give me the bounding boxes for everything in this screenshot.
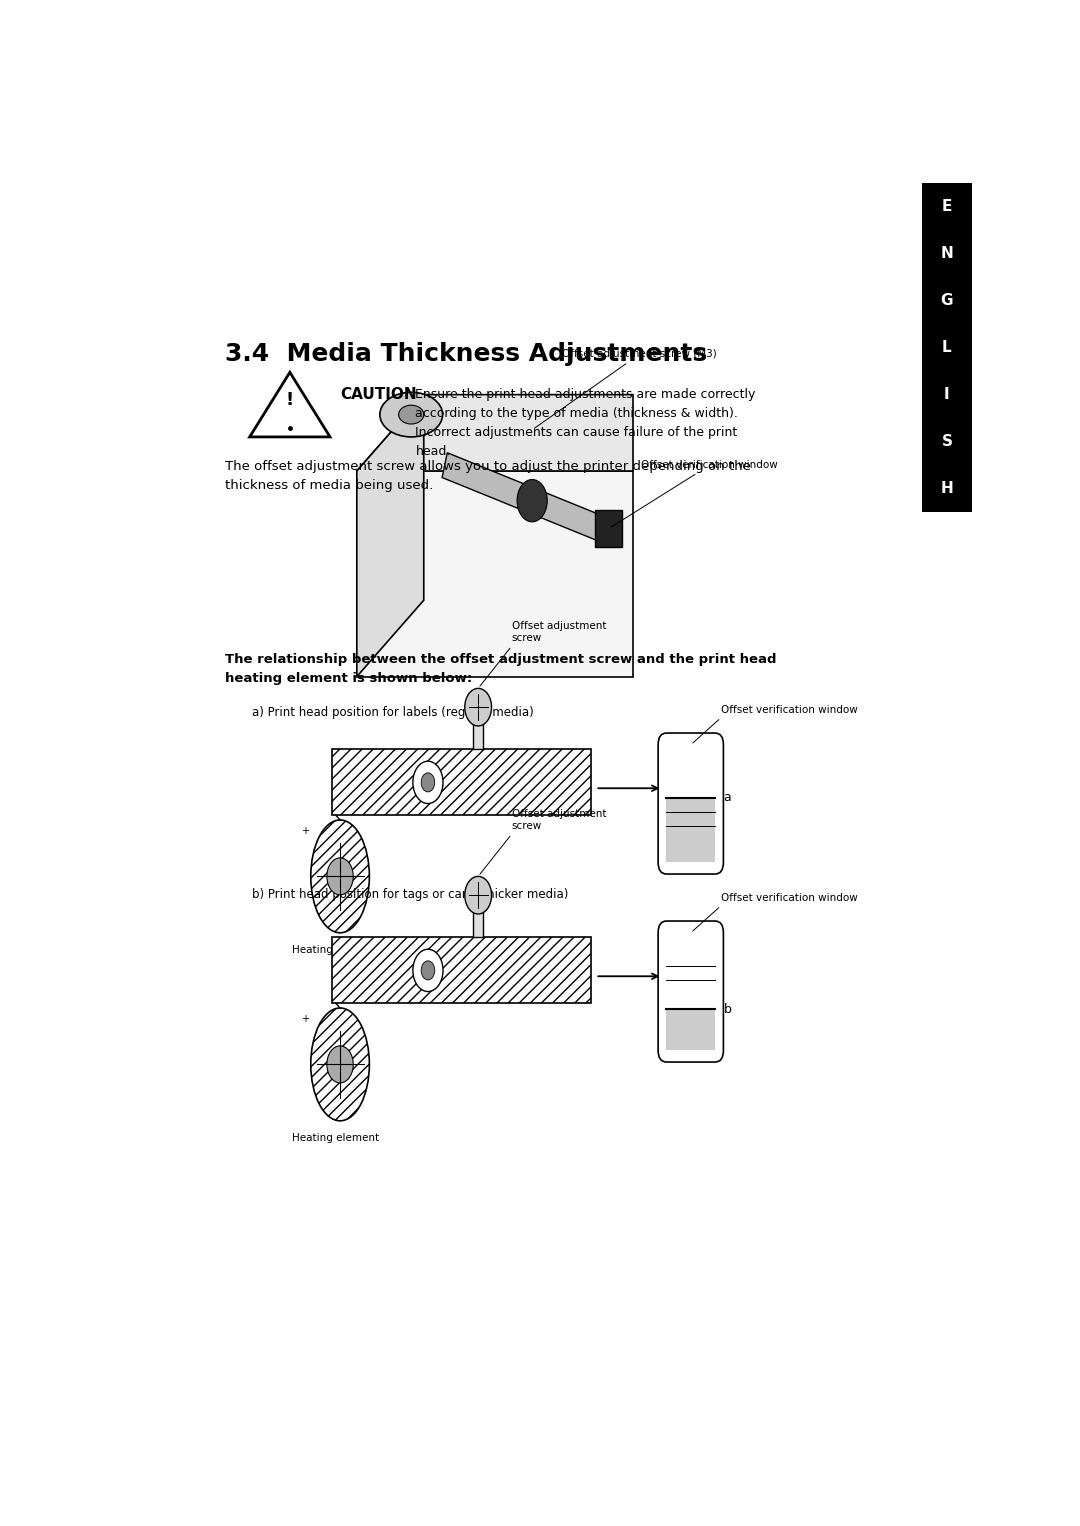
Text: Offset adjustment
screw: Offset adjustment screw	[512, 621, 606, 642]
Text: Heating element: Heating element	[293, 945, 379, 955]
Circle shape	[517, 479, 548, 522]
Ellipse shape	[311, 819, 369, 932]
Ellipse shape	[311, 1009, 369, 1120]
Circle shape	[421, 961, 435, 980]
Text: G: G	[941, 293, 954, 308]
Circle shape	[327, 1045, 353, 1083]
Text: Heating element: Heating element	[293, 1132, 379, 1143]
FancyBboxPatch shape	[666, 1009, 715, 1050]
Ellipse shape	[399, 406, 423, 424]
Text: E: E	[942, 198, 953, 214]
FancyBboxPatch shape	[595, 510, 622, 548]
Text: I: I	[944, 388, 949, 403]
Text: 3.4  Media Thickness Adjustments: 3.4 Media Thickness Adjustments	[226, 342, 707, 366]
FancyBboxPatch shape	[332, 749, 591, 815]
Text: b) Print head position for tags or card (thicker media): b) Print head position for tags or card …	[253, 888, 568, 902]
Circle shape	[464, 876, 491, 914]
Text: Offset verification window: Offset verification window	[721, 893, 858, 903]
Text: H: H	[941, 481, 954, 496]
Circle shape	[413, 949, 443, 992]
FancyBboxPatch shape	[473, 717, 483, 749]
Polygon shape	[356, 395, 423, 676]
Text: Offset adjustment screw (M3): Offset adjustment screw (M3)	[535, 349, 717, 429]
Text: b: b	[724, 1003, 731, 1016]
Text: CAUTION: CAUTION	[340, 388, 417, 403]
Ellipse shape	[380, 392, 443, 436]
Circle shape	[413, 761, 443, 804]
Text: L: L	[942, 340, 951, 356]
Polygon shape	[356, 395, 633, 472]
Text: a: a	[724, 790, 731, 804]
Circle shape	[327, 858, 353, 894]
Text: The relationship between the offset adjustment screw and the print head
heating : The relationship between the offset adju…	[226, 653, 777, 685]
Text: The offset adjustment screw allows you to adjust the printer depending on the
th: The offset adjustment screw allows you t…	[226, 461, 752, 493]
FancyBboxPatch shape	[666, 798, 715, 862]
Text: Offset verification window: Offset verification window	[611, 461, 778, 526]
Text: a) Print head position for labels (regular media): a) Print head position for labels (regul…	[253, 707, 534, 719]
Text: Offset adjustment
screw: Offset adjustment screw	[512, 809, 606, 830]
Text: N: N	[941, 246, 954, 261]
FancyBboxPatch shape	[658, 922, 724, 1062]
Text: Offset verification window: Offset verification window	[721, 705, 858, 716]
Text: Ensure the print head adjustments are made correctly
according to the type of me: Ensure the print head adjustments are ma…	[416, 388, 756, 458]
Text: !: !	[286, 392, 294, 409]
Polygon shape	[442, 453, 606, 542]
FancyBboxPatch shape	[658, 732, 724, 874]
FancyBboxPatch shape	[332, 937, 591, 1003]
Text: S: S	[942, 433, 953, 449]
Circle shape	[464, 688, 491, 726]
FancyBboxPatch shape	[356, 472, 633, 676]
Text: +: +	[301, 826, 309, 836]
Text: +: +	[301, 1015, 309, 1024]
Bar	[922, 183, 972, 513]
Circle shape	[421, 772, 435, 792]
FancyBboxPatch shape	[473, 905, 483, 937]
